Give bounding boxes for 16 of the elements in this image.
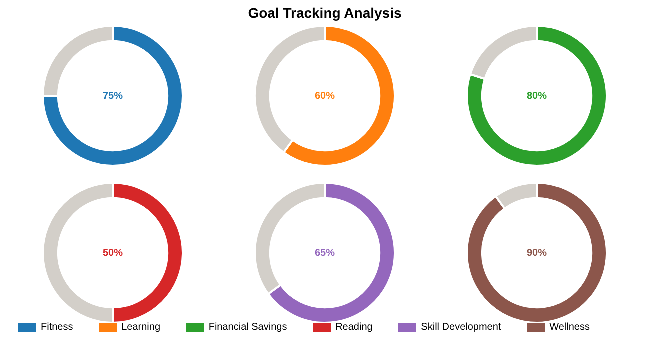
legend-label: Reading (336, 322, 373, 332)
text: 65% (315, 248, 336, 259)
text: 80% (527, 91, 548, 102)
text: 90% (527, 248, 548, 259)
legend-label: Skill Development (421, 322, 502, 332)
text: 75% (103, 91, 124, 102)
legend-label: Learning (122, 322, 160, 332)
text: 50% (103, 248, 124, 259)
donut-slice (466, 26, 608, 166)
text: 60% (315, 91, 336, 102)
chart-title: Goal Tracking Analysis (247, 5, 403, 21)
legend-label: Fitness (41, 322, 74, 332)
donut-slice (42, 26, 184, 166)
donut-slice (466, 183, 608, 323)
legend-label: Wellness (550, 322, 590, 332)
legend-label: Financial Savings (208, 322, 288, 332)
